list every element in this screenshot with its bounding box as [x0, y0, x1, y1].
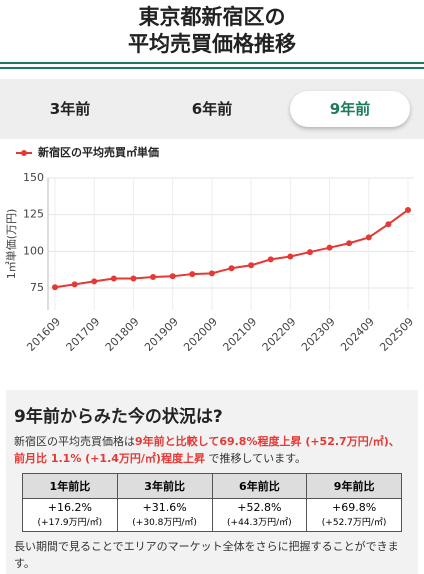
highlight: 9年前と比較して69.8%程度上昇 (+52.7万円/㎡)、前月比 1.1% (…	[14, 435, 400, 465]
y-tick-label: 150	[23, 171, 44, 184]
point	[208, 270, 215, 277]
point	[228, 265, 235, 272]
y-tick-label: 125	[23, 208, 44, 221]
x-tick-label: 201709	[64, 315, 103, 354]
cell-value: +69.8%	[332, 500, 377, 514]
cell-value: +16.2%	[47, 500, 92, 514]
point	[189, 271, 196, 278]
legend-label: 新宿区の平均売買㎡単価	[38, 145, 159, 159]
table-cell: +69.8% (+52.7万円/㎡)	[306, 498, 402, 532]
text: で推移しています。	[204, 452, 307, 465]
title-line: 東京都新宿区の	[138, 5, 286, 29]
table-cell: +52.8% (+44.3万円/㎡)	[211, 498, 308, 532]
cell-sub: (+17.9万円/㎡)	[37, 517, 103, 528]
point	[91, 278, 98, 285]
point	[287, 253, 294, 260]
cell-sub: (+44.3万円/㎡)	[227, 517, 292, 528]
cell-value: +52.8%	[237, 500, 282, 514]
series-line	[54, 209, 409, 289]
tab[interactable]: 6年前	[191, 100, 233, 118]
point	[326, 244, 333, 251]
x-tick-label: 201909	[142, 315, 181, 354]
legend-dot	[21, 150, 27, 156]
table: 1年前比 3年前比 6年前比 9年前比 +16.2% (+17.9万円/㎡) +31.6% (…	[22, 473, 402, 532]
point	[71, 281, 78, 288]
tab-bar: 3年前 6年前 9年前	[0, 79, 424, 139]
tab-active[interactable]: 9年前	[290, 91, 410, 127]
point	[110, 275, 117, 282]
table-cell: +31.6% (+30.8万円/㎡)	[116, 498, 213, 532]
summary-text: 新宿区の平均売買価格は9年前と比較して69.8%程度上昇 (+52.7万円/㎡)…	[14, 433, 410, 467]
chart: 新宿区の平均売買㎡単価 1㎡単価(万円) 75 100 125 150 201609 2017…	[4, 145, 416, 354]
table-header: 6年前比	[211, 473, 308, 499]
footer-text: 長い期間で見ることでエリアのマーケット全体をさらに把握することができます。	[14, 540, 399, 570]
point	[405, 206, 411, 213]
point	[52, 284, 58, 291]
table-header: 3年前比	[116, 473, 213, 499]
title-line: 平均売買価格推移	[128, 32, 296, 56]
point	[169, 273, 176, 280]
table-cell: +16.2% (+17.9万円/㎡)	[22, 498, 118, 532]
x-tick-label: 202109	[220, 315, 259, 354]
summary-heading: 9年前からみた今の状況は?	[14, 407, 223, 427]
summary: 9年前からみた今の状況は? 新宿区の平均売買価格は9年前と比較して69.8%程度…	[6, 390, 418, 574]
cell-sub: (+30.8万円/㎡)	[132, 517, 197, 528]
point	[385, 221, 392, 228]
cell-value: +31.6%	[142, 500, 187, 514]
table-header: 1年前比	[22, 473, 118, 499]
tab[interactable]: 3年前	[49, 100, 91, 118]
text: 新宿区の平均売買価格は	[14, 435, 135, 448]
cell-sub: (+52.7万円/㎡)	[321, 517, 387, 528]
divider	[0, 67, 424, 69]
y-tick-label: 75	[30, 281, 44, 294]
point	[267, 256, 274, 263]
x-tick-label: 202009	[181, 315, 220, 354]
x-tick-label: 201609	[24, 315, 63, 354]
x-tick-label: 201809	[103, 315, 142, 354]
x-tick-label: 202409	[338, 315, 377, 354]
title: 東京都新宿区の 平均売買価格推移	[0, 0, 424, 58]
table-header: 9年前比	[306, 473, 402, 499]
point	[306, 249, 313, 256]
point	[365, 234, 372, 241]
point	[346, 240, 353, 247]
y-tick-label: 100	[23, 244, 44, 257]
point	[150, 274, 157, 280]
y-axis-title: 1㎡単価(万円)	[4, 209, 18, 280]
divider	[0, 62, 424, 64]
x-tick-label: 202209	[260, 315, 299, 354]
x-tick-label: 202509	[377, 315, 416, 354]
point	[130, 275, 137, 282]
x-tick-label: 202309	[299, 315, 338, 354]
point	[248, 262, 255, 269]
